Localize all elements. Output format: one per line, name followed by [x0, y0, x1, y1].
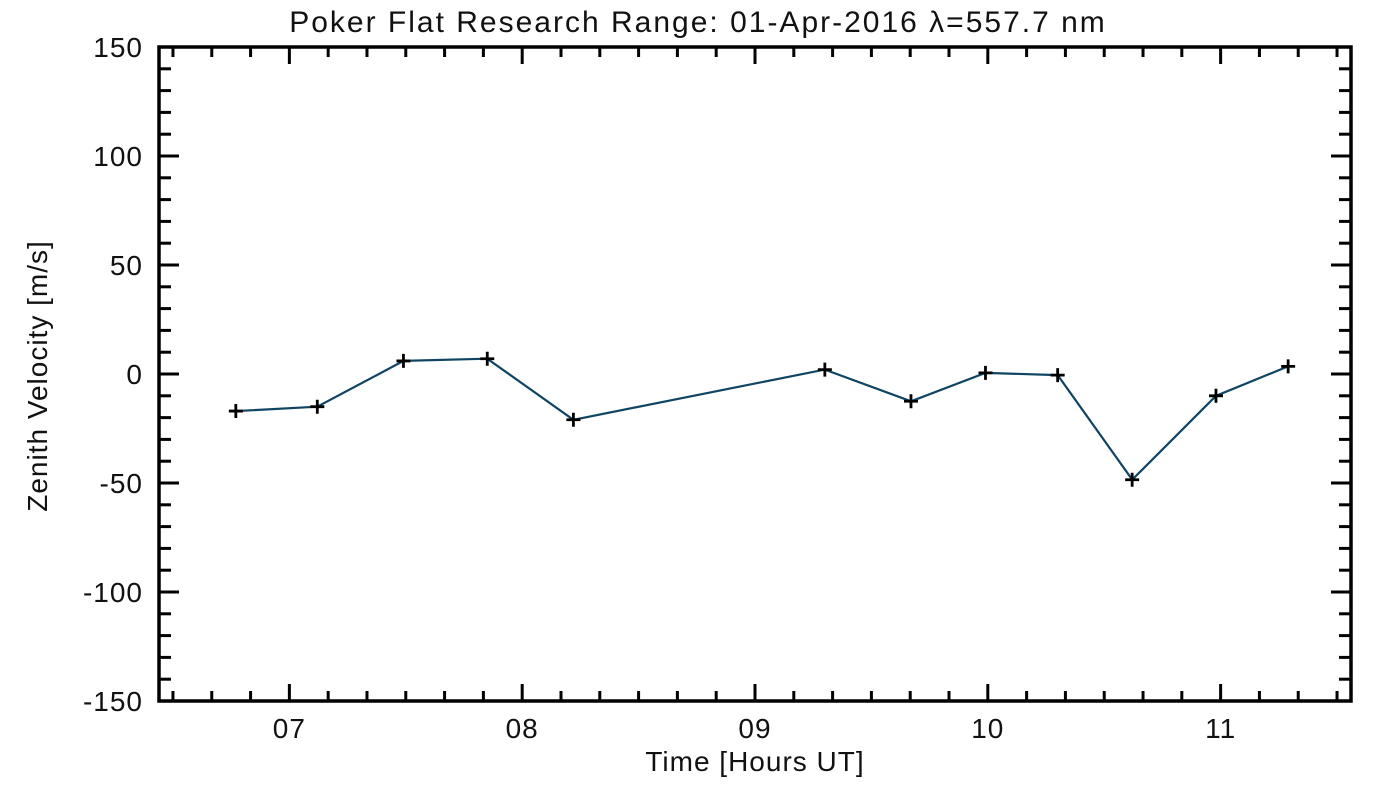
- y-tick-label: 0: [126, 359, 143, 390]
- chart-title: Poker Flat Research Range: 01-Apr-2016 λ…: [289, 6, 1107, 39]
- data-point-marker: [396, 353, 411, 368]
- y-tick-label: -100: [83, 577, 143, 608]
- data-point-marker: [566, 412, 581, 427]
- x-tick-label: 07: [273, 713, 306, 744]
- y-tick-label: 50: [110, 250, 143, 281]
- data-point-marker: [480, 351, 495, 366]
- data-point-marker: [978, 365, 993, 380]
- x-tick-label: 10: [971, 713, 1004, 744]
- data-point-marker: [1281, 359, 1296, 374]
- data-point-marker: [1125, 472, 1140, 487]
- plot-border: [157, 45, 1353, 703]
- y-tick-label: 150: [93, 32, 143, 63]
- y-tick-label: -50: [100, 468, 143, 499]
- x-axis-label: Time [Hours UT]: [645, 746, 865, 777]
- data-point-marker: [228, 404, 243, 419]
- data-point-marker: [310, 399, 325, 414]
- data-point-marker: [903, 394, 918, 409]
- data-line: [235, 357, 1289, 482]
- y-tick-label: 100: [93, 141, 143, 172]
- x-tick-label: 11: [1205, 713, 1236, 744]
- data-point-marker: [1208, 388, 1223, 403]
- x-tick-label: 09: [738, 713, 771, 744]
- data-point-marker: [1050, 368, 1065, 383]
- y-tick-label: -150: [83, 686, 143, 717]
- data-point-marker: [817, 362, 832, 377]
- x-tick-label: 08: [506, 713, 539, 744]
